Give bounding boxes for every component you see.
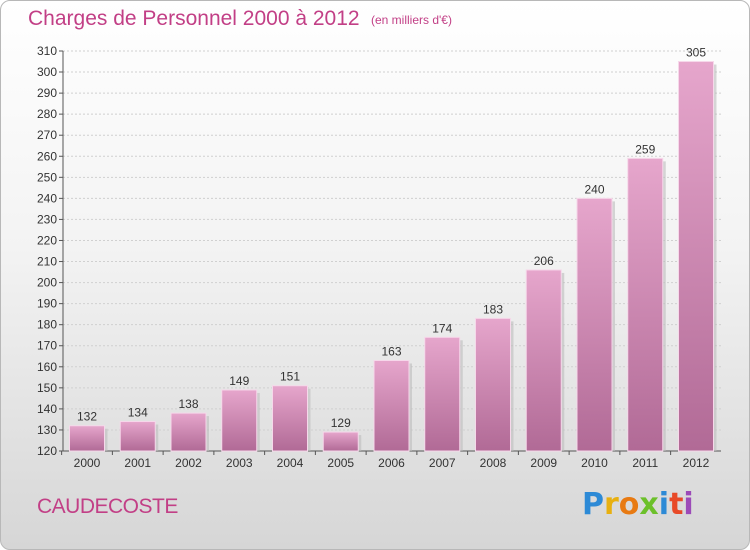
y-tick-label: 160 [37, 360, 57, 374]
bar [525, 269, 562, 452]
y-tick-label: 130 [37, 423, 57, 437]
bar [373, 359, 410, 452]
data-label: 151 [280, 370, 300, 384]
y-tick-label: 210 [37, 255, 57, 269]
commune-name: CAUDECOSTE [37, 495, 178, 518]
data-label: 259 [635, 142, 655, 156]
x-tick-label: 2011 [632, 456, 658, 470]
x-tick-label: 2000 [74, 456, 101, 470]
data-labels: 132 134 138 149 151 129 163 174 183 206 240 259 305 [77, 46, 706, 431]
x-tick-label: 2004 [277, 456, 304, 470]
proxiti-logo: Proxiti [582, 487, 694, 522]
data-label: 163 [381, 344, 401, 358]
y-tick-label: 200 [37, 276, 57, 290]
y-tick-label: 180 [37, 318, 57, 332]
y-tick-label: 240 [37, 191, 57, 205]
data-label: 129 [331, 416, 351, 430]
y-tick-label: 220 [37, 233, 57, 247]
bar [272, 385, 308, 452]
x-tick-label: 2006 [378, 456, 405, 470]
y-tick-label: 190 [37, 297, 57, 311]
data-label: 183 [483, 302, 503, 316]
x-tick-label: 2009 [530, 456, 557, 470]
data-label: 134 [128, 406, 148, 420]
x-tick-label: 2005 [327, 456, 354, 470]
x-tick-label: 2002 [175, 456, 202, 470]
y-tick-label: 270 [37, 128, 57, 142]
y-tick-label: 250 [37, 170, 57, 184]
data-label: 149 [229, 374, 249, 388]
y-tick-labels: 120 130 140 150 160 170 180 190 200 210 220 230 240 2… [37, 44, 57, 458]
bar [119, 421, 156, 452]
bar [678, 61, 714, 452]
y-tick-label: 300 [37, 65, 57, 79]
bar [170, 412, 207, 452]
bar [69, 425, 105, 452]
bar [221, 389, 258, 452]
bar [627, 157, 664, 452]
x-tick-label: 2007 [429, 456, 456, 470]
y-tick-label: 150 [37, 381, 57, 395]
y-tick-label: 260 [37, 149, 57, 163]
y-tick-label: 230 [37, 212, 57, 226]
x-tick-label: 2008 [480, 456, 507, 470]
bar [475, 317, 511, 452]
data-label: 305 [686, 46, 706, 60]
y-tick-label: 310 [37, 44, 57, 58]
bar [322, 431, 359, 452]
x-tick-label: 2012 [683, 456, 710, 470]
y-tick-label: 280 [37, 107, 57, 121]
bars [69, 61, 717, 452]
chart-title: Charges de Personnel 2000 à 2012 [28, 7, 360, 30]
bar [424, 336, 461, 452]
y-tick-label: 170 [37, 339, 57, 353]
y-tick-label: 290 [37, 86, 57, 100]
data-label: 132 [77, 410, 97, 424]
chart-subtitle: (en milliers d'€) [371, 13, 452, 27]
x-tick-label: 2003 [226, 456, 253, 470]
bar [576, 197, 613, 452]
data-label: 138 [178, 397, 198, 411]
x-tick-label: 2001 [124, 456, 151, 470]
x-tick-labels: 2000 2001 2002 2003 2004 2005 2006 2007 2008 2009… [74, 456, 710, 470]
x-tick-label: 2010 [581, 456, 608, 470]
data-label: 240 [584, 182, 604, 196]
data-label: 174 [432, 321, 452, 335]
y-tick-label: 120 [37, 444, 57, 458]
data-label: 206 [534, 254, 554, 268]
y-tick-label: 140 [37, 402, 57, 416]
